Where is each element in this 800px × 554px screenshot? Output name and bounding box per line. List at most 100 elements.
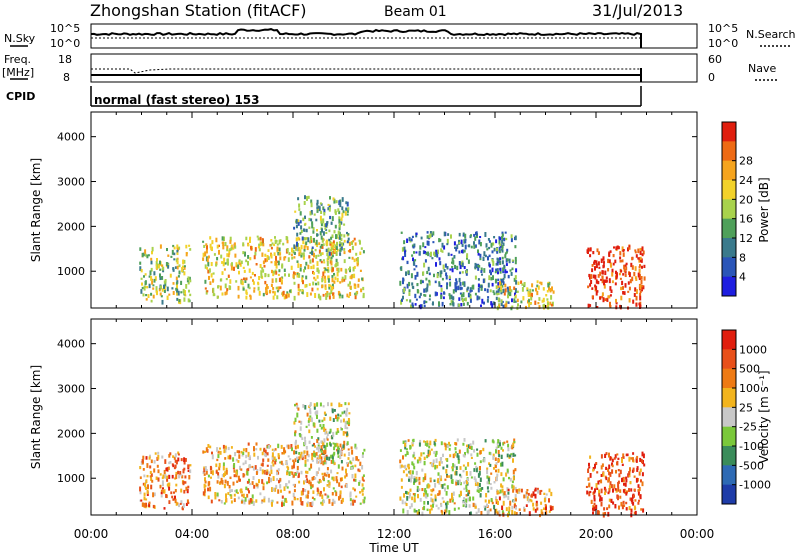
power-echo-cell (495, 268, 498, 272)
velocity-echo-cell (432, 459, 435, 464)
power-echo-cell (320, 260, 323, 264)
velocity-echo-cell (294, 403, 296, 407)
velocity-echo-cell (231, 489, 233, 493)
power-echo-cell (458, 232, 461, 237)
power-echo-cell (602, 297, 605, 303)
velocity-echo-cell (457, 459, 460, 464)
power-echo-cell (547, 302, 549, 308)
velocity-echo-cell (455, 471, 458, 476)
power-echo-cell (631, 257, 634, 261)
velocity-echo-cell (308, 467, 311, 471)
velocity-echo-cell (139, 491, 142, 495)
power-echo-cell (346, 201, 349, 207)
power-echo-cell (345, 207, 348, 211)
velocity-echo-cell (139, 466, 142, 470)
velocity-echo-cell (304, 440, 307, 445)
velocity-echo-cell (499, 489, 502, 494)
velocity-echo-cell (240, 450, 243, 454)
power-echo-cell (428, 234, 431, 239)
power-echo-cell (211, 246, 213, 252)
power-echo-cell (604, 270, 607, 276)
power-echo-cell (595, 260, 598, 266)
power-echo-cell (330, 266, 333, 272)
velocity-echo-cell (339, 414, 342, 417)
power-echo-cell (157, 264, 160, 269)
power-echo-cell (460, 261, 463, 267)
power-echo-cell (334, 224, 337, 229)
velocity-echo-cell (238, 450, 240, 454)
velocity-echo-cell (232, 481, 235, 486)
velocity-echo-cell (211, 451, 213, 455)
velocity-echo-cell (305, 445, 308, 450)
power-echo-cell (362, 286, 365, 291)
velocity-echo-cell (602, 512, 605, 515)
power-echo-cell (303, 249, 306, 252)
velocity-echo-cell (493, 467, 495, 470)
power-echo-cell (317, 254, 320, 257)
velocity-echo-cell (620, 501, 623, 507)
velocity-echo-cell (270, 464, 273, 470)
nave-tick-top: 60 (708, 53, 722, 66)
velocity-echo-cell (472, 502, 475, 508)
power-echo-cell (175, 276, 178, 281)
power-echo-cell (230, 247, 233, 251)
power-echo-cell (320, 235, 323, 240)
power-echo-cell (147, 254, 150, 257)
velocity-echo-cell (632, 502, 635, 506)
velocity-echo-cell (488, 451, 491, 455)
power-echo-cell (178, 270, 181, 275)
velocity-echo-cell (326, 436, 328, 440)
power-echo-cell (439, 238, 442, 242)
velocity-echo-cell (431, 490, 434, 493)
velocity-echo-cell (595, 462, 598, 466)
velocity-echo-cell (272, 487, 275, 492)
power-echo-cell (297, 291, 300, 296)
velocity-echo-cell (457, 507, 460, 510)
velocity-echo-cell (340, 404, 343, 407)
power-echo-cell (278, 269, 281, 273)
velocity-echo-cell (441, 511, 444, 515)
velocity-echo-cell (409, 506, 412, 509)
power-echo-cell (297, 288, 300, 291)
power-echo-cell (545, 294, 548, 297)
velocity-echo-cell (308, 417, 311, 421)
power-echo-cell (338, 224, 341, 230)
power-echo-cell (409, 240, 412, 243)
power-echo-cell (402, 295, 404, 300)
velocity-echo-cell (314, 477, 317, 480)
velocity-colorbar-swatch (722, 349, 736, 370)
power-echo-cell (348, 241, 351, 246)
power-echo-cell (339, 281, 342, 284)
power-echo-cell (309, 240, 312, 244)
velocity-echo-cell (400, 478, 403, 482)
velocity-echo-cell (311, 501, 314, 506)
power-echo-cell (347, 233, 350, 236)
velocity-echo-cell (338, 482, 341, 487)
velocity-echo-cell (413, 476, 416, 480)
power-echo-cell (618, 273, 621, 276)
velocity-echo-cell (526, 489, 529, 492)
power-echo-cell (267, 249, 270, 252)
velocity-echo-cell (636, 468, 639, 472)
freq-unit: [MHz] (2, 66, 34, 79)
velocity-echo-cell (339, 449, 342, 453)
velocity-echo-cell (544, 503, 547, 507)
power-echo-cell (338, 241, 341, 246)
velocity-echo-cell (502, 500, 505, 506)
power-echo-cell (271, 278, 274, 284)
velocity-echo-cell (207, 487, 210, 492)
velocity-echo-cell (419, 439, 422, 445)
power-echo-cell (143, 275, 145, 278)
velocity-echo-cell (489, 463, 492, 467)
power-echo-cell (469, 293, 472, 296)
velocity-echo-cell (467, 444, 470, 449)
velocity-echo-cell (233, 469, 236, 473)
velocity-colorbar-tick-label: 100 (739, 382, 760, 395)
velocity-echo-cell (613, 457, 616, 460)
power-echo-cell (244, 277, 247, 281)
velocity-echo-cell (412, 438, 415, 443)
power-echo-cell (409, 299, 412, 303)
velocity-echo-cell (237, 460, 240, 463)
power-echo-cell (643, 276, 646, 281)
power-echo-cell (639, 292, 642, 297)
